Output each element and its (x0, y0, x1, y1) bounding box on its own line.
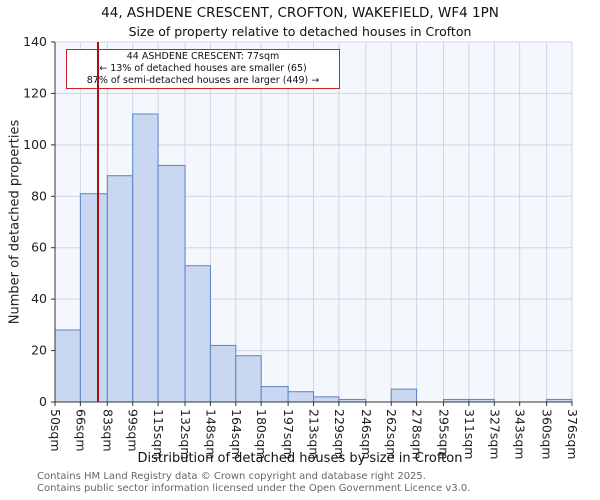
x-tick-label: 262sqm (384, 409, 399, 459)
histogram-bar (287, 391, 314, 403)
y-tick-label: 140 (23, 34, 47, 49)
x-tick-label: 376sqm (565, 409, 580, 459)
x-tick-label: 180sqm (254, 409, 269, 459)
x-tick-label: 50sqm (48, 409, 63, 452)
property-size-marker-line (97, 42, 99, 402)
footer: Contains HM Land Registry data © Crown c… (37, 471, 470, 494)
histogram-bar (184, 265, 211, 403)
histogram-bar (157, 164, 186, 403)
page-subtitle: Size of property relative to detached ho… (128, 24, 472, 39)
footer-licence-line: Contains public sector information licen… (37, 482, 471, 494)
footer-copyright-line: Contains HM Land Registry data © Crown c… (37, 471, 426, 482)
x-tick-label: 311sqm (462, 409, 477, 459)
x-tick-label: 148sqm (203, 409, 218, 459)
histogram-bar (79, 193, 108, 403)
y-tick-label: 100 (23, 137, 47, 152)
x-axis-label: Distribution of detached houses by size … (137, 451, 463, 466)
x-tick-label: 278sqm (410, 409, 425, 459)
histogram-bar (235, 355, 262, 403)
x-tick-label: 83sqm (100, 409, 115, 452)
x-tick-label: 327sqm (487, 409, 502, 459)
histogram-bar (132, 113, 159, 403)
x-tick-label: 115sqm (151, 409, 166, 459)
y-tick-label: 40 (31, 291, 47, 306)
histogram-bar (260, 386, 289, 403)
y-tick-label: 60 (31, 240, 47, 255)
histogram-bar (209, 344, 237, 403)
x-tick-label: 295sqm (437, 409, 452, 459)
x-tick-label: 246sqm (359, 409, 374, 459)
x-tick-label: 164sqm (229, 409, 244, 459)
x-tick-label: 343sqm (513, 409, 528, 459)
y-tick-label: 120 (23, 85, 47, 100)
y-axis-label: Number of detached properties (7, 119, 23, 325)
histogram-bar (106, 175, 134, 403)
x-tick-label: 66sqm (73, 409, 88, 452)
histogram-bar (390, 388, 418, 403)
x-tick-label: 229sqm (332, 409, 347, 459)
histogram-bar (313, 396, 340, 403)
x-tick-label: 132sqm (178, 409, 193, 459)
histogram-bar (54, 329, 81, 403)
x-tick-label: 213sqm (307, 409, 322, 459)
x-tick-label: 360sqm (540, 409, 555, 459)
annotation-larger-stat: 87% of semi-detached houses are larger (… (86, 75, 320, 86)
annotation-smaller-stat: ← 13% of detached houses are smaller (65… (99, 63, 307, 74)
y-tick-label: 20 (31, 343, 47, 358)
y-tick-label: 80 (31, 188, 47, 203)
x-tick-label: 197sqm (281, 409, 296, 459)
page-title: 44, ASHDENE CRESCENT, CROFTON, WAKEFIELD… (101, 5, 499, 21)
x-tick-label: 99sqm (126, 409, 141, 452)
annotation-property-size: 44 ASHDENE CRESCENT: 77sqm (126, 51, 280, 62)
y-tick-label: 0 (39, 394, 47, 409)
annotation-box: 44 ASHDENE CRESCENT: 77sqm ← 13% of deta… (66, 49, 340, 89)
